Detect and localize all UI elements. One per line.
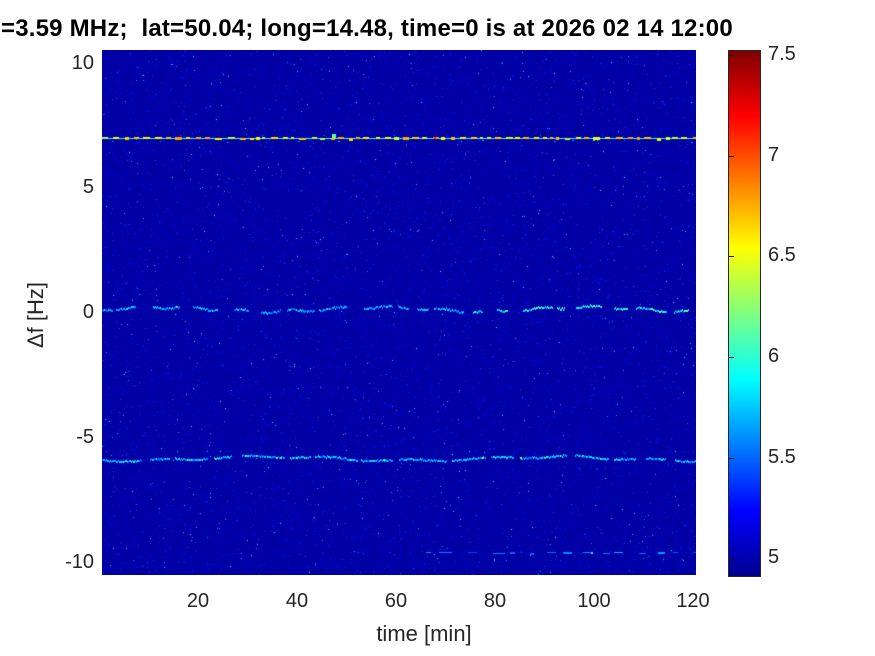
colorbar-tick-label-6-5: 6.5 (768, 244, 796, 266)
colorbar-tick-label-7-5: 7.5 (768, 43, 796, 65)
y-tick-label-5: 5 (82, 176, 94, 198)
colorbar-tick-mark (729, 357, 734, 358)
x-tick-label-40: 40 (285, 590, 309, 612)
colorbar-tick-mark (729, 256, 734, 257)
colorbar-tick-label-5: 5 (768, 546, 780, 568)
x-tick-label-80: 80 (483, 590, 507, 612)
x-axis-label: time [min] (376, 621, 472, 646)
y-tick-label-neg5: -5 (76, 426, 94, 448)
colorbar-tick-label-6: 6 (768, 345, 780, 367)
colorbar-tick-mark (729, 458, 734, 459)
x-tick-label-60: 60 (384, 590, 408, 612)
colorbar-tick-mark (729, 558, 734, 559)
colorbar-tick-mark (729, 55, 734, 56)
x-tick-label-100: 100 (577, 590, 611, 612)
y-tick-label-10: 10 (71, 52, 94, 74)
plot-title: =3.59 MHz; lat=50.04; long=14.48, time=0… (1, 15, 733, 42)
colorbar-tick-label-7: 7 (768, 144, 780, 166)
colorbar-gradient (728, 50, 761, 577)
x-tick-label-120: 120 (676, 590, 710, 612)
y-tick-label-0: 0 (82, 301, 94, 323)
y-tick-label-neg10: -10 (65, 551, 94, 573)
x-tick-label-20: 20 (186, 590, 210, 612)
colorbar-tick-mark (729, 156, 734, 157)
colorbar-tick-label-5-5: 5.5 (768, 446, 796, 468)
spectrogram-canvas (102, 50, 696, 575)
